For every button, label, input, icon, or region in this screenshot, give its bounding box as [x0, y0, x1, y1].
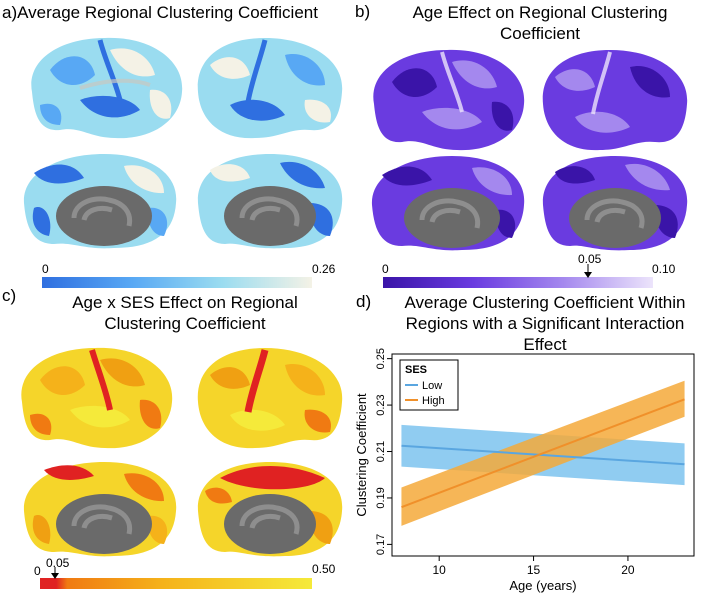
panel-b-colorbar-min: 0 — [382, 262, 389, 276]
x-axis-label: Age (years) — [509, 578, 576, 593]
y-tick-label: 0.17 — [375, 534, 387, 555]
panel-c-colorbar-max: 0.50 — [312, 562, 336, 576]
panel-c-brain-medial-left — [23, 462, 177, 557]
panel-a-brain-medial-right — [197, 154, 343, 249]
interaction-line-chart: 10 15 20 0.170.190.210.230.25 Age (years) … — [354, 348, 695, 593]
panel-c-title-line1: Age x SES Effect on Regional — [72, 293, 298, 312]
y-axis-label: Clustering Coefficient — [354, 393, 369, 517]
panel-b-colorbar-mid: 0.05 — [578, 252, 602, 266]
x-tick-label: 10 — [433, 563, 447, 577]
panel-c-brain-lateral-right — [197, 348, 343, 449]
panel-c-brain-lateral-left — [21, 347, 173, 449]
legend: SES Low High — [399, 359, 459, 411]
panel-d-title-line2: Regions with a Significant Interaction — [405, 314, 685, 333]
series-line-high — [401, 398, 685, 509]
panel-a-brain-lateral-right — [197, 38, 343, 139]
panel-b-colorbar-max: 0.10 — [652, 262, 676, 276]
x-tick-label: 20 — [621, 563, 635, 577]
panel-a-colorbar-min: 0 — [42, 262, 49, 276]
panel-c-colorbar — [40, 578, 312, 589]
legend-label-high: High — [422, 395, 445, 407]
series-line-low — [401, 444, 685, 466]
panel-d-title-line1: Average Clustering Coefficient Within — [404, 293, 686, 312]
panel-b-brain-medial-right — [542, 156, 688, 251]
panel-d-title-line3: Effect — [523, 335, 567, 354]
panel-a-colorbar-max: 0.26 — [312, 262, 336, 276]
panel-c-colorbar-arrow-icon — [51, 567, 59, 579]
panel-b-colorbar — [383, 277, 653, 288]
x-tick-label: 15 — [527, 563, 541, 577]
panel-a-brain-lateral-left — [31, 37, 183, 139]
panel-a-title: a)Average Regional Clustering Coefficien… — [2, 2, 318, 23]
legend-label-low: Low — [422, 380, 442, 392]
panel-b-label: b) — [355, 2, 371, 21]
panel-c-colorbar-mid: 0.05 — [46, 556, 70, 570]
panel-b-title-line2: Coefficient — [499, 24, 580, 43]
panel-b-title-line1: Age Effect on Regional Clustering — [412, 3, 668, 22]
panel-d-label: d) — [356, 292, 372, 311]
panel-a-brain-medial-left — [23, 154, 177, 249]
legend-title: SES — [405, 364, 427, 376]
panel-c-title-line2: Clustering Coefficient — [104, 314, 266, 333]
panel-c-brain-medial-right — [197, 462, 343, 557]
y-tick-label: 0.19 — [375, 487, 387, 508]
panel-a-colorbar — [42, 277, 312, 288]
panel-a-title-text: Average Regional Clustering Coefficient — [17, 3, 318, 22]
panel-c-label: c) — [2, 286, 17, 305]
panel-b-brain-lateral-left — [373, 49, 525, 151]
y-tick-label: 0.25 — [375, 348, 387, 369]
panel-a-label: a) — [2, 3, 18, 22]
y-tick-label: 0.23 — [375, 394, 387, 415]
plot-area-frame — [391, 353, 695, 557]
panel-b-colorbar-arrow-icon — [584, 264, 592, 278]
y-tick-label: 0.21 — [375, 441, 387, 462]
panel-c-colorbar-min: 0 — [34, 564, 41, 578]
panel-b-brain-lateral-right — [542, 50, 688, 151]
panel-b-brain-medial-left — [371, 156, 525, 251]
